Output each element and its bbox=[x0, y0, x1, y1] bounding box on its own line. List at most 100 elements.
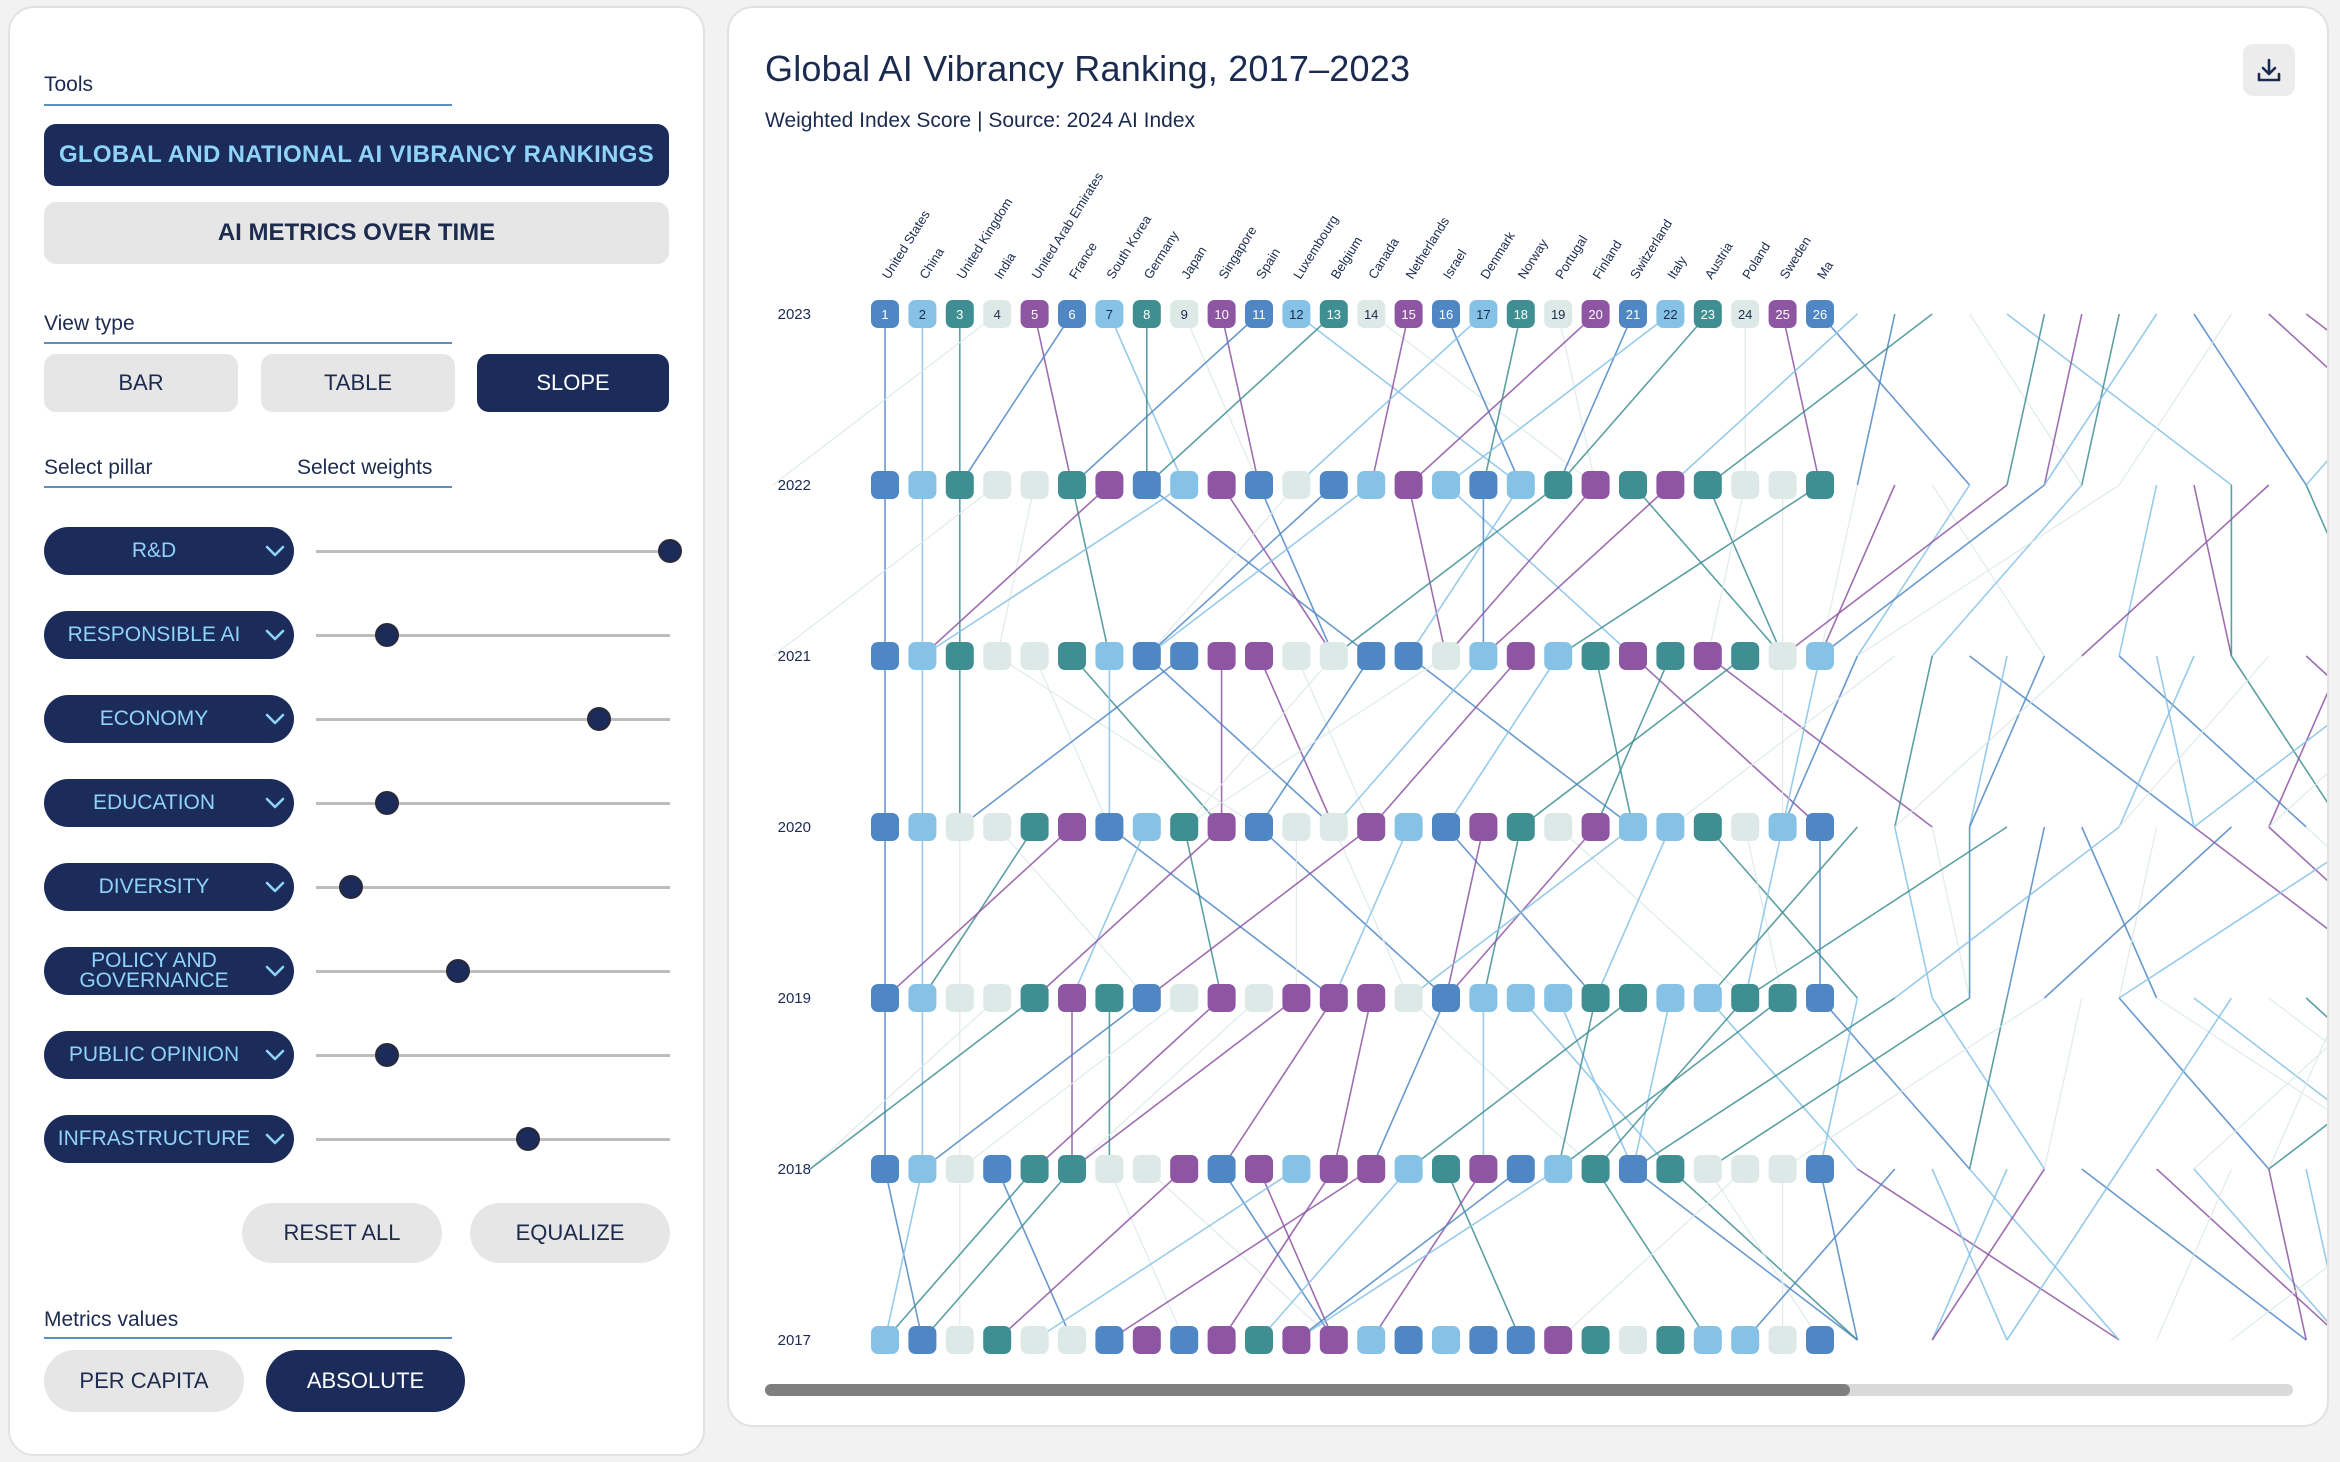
rank-node[interactable] bbox=[871, 471, 899, 499]
rank-node[interactable] bbox=[1207, 1326, 1236, 1354]
rank-node[interactable] bbox=[1806, 471, 1834, 499]
rank-node[interactable] bbox=[1170, 1326, 1199, 1354]
rank-node[interactable] bbox=[1469, 471, 1498, 499]
rank-node[interactable] bbox=[1544, 471, 1573, 499]
rank-node[interactable] bbox=[945, 300, 974, 328]
rank-node[interactable] bbox=[1058, 471, 1086, 499]
rank-node[interactable] bbox=[1506, 813, 1535, 841]
rank-node[interactable] bbox=[945, 813, 974, 841]
rank-node[interactable] bbox=[1619, 471, 1647, 499]
rank-node[interactable] bbox=[1245, 1326, 1273, 1354]
pillar-dropdown[interactable]: PUBLIC OPINION bbox=[44, 1031, 294, 1079]
rank-node[interactable] bbox=[1319, 984, 1348, 1012]
rank-node[interactable] bbox=[871, 300, 899, 328]
rank-node[interactable] bbox=[1357, 813, 1386, 841]
rank-node[interactable] bbox=[1544, 642, 1573, 670]
rank-node[interactable] bbox=[1806, 642, 1834, 670]
rank-node[interactable] bbox=[1432, 300, 1460, 328]
weight-slider-knob[interactable] bbox=[374, 1043, 399, 1067]
rank-node[interactable] bbox=[871, 1326, 899, 1354]
rank-node[interactable] bbox=[1319, 1155, 1348, 1183]
rank-node[interactable] bbox=[1095, 1155, 1124, 1183]
rank-node[interactable] bbox=[1619, 642, 1647, 670]
pillar-dropdown[interactable]: EDUCATION bbox=[44, 779, 294, 827]
rank-node[interactable] bbox=[1693, 642, 1722, 670]
rank-node[interactable] bbox=[1207, 984, 1236, 1012]
rank-node[interactable] bbox=[1095, 1326, 1124, 1354]
rank-node[interactable] bbox=[1581, 300, 1610, 328]
horizontal-scrollbar[interactable] bbox=[765, 1384, 2293, 1396]
rank-node[interactable] bbox=[1170, 984, 1199, 1012]
rank-node[interactable] bbox=[1506, 984, 1535, 1012]
rank-node[interactable] bbox=[871, 642, 899, 670]
rank-node[interactable] bbox=[1170, 642, 1199, 670]
rank-node[interactable] bbox=[1506, 300, 1535, 328]
rank-node[interactable] bbox=[1207, 300, 1236, 328]
rank-node[interactable] bbox=[1020, 300, 1049, 328]
rank-node[interactable] bbox=[1806, 984, 1834, 1012]
rank-node[interactable] bbox=[908, 471, 937, 499]
metrics-over-time-button[interactable]: AI METRICS OVER TIME bbox=[44, 202, 669, 264]
rank-node[interactable] bbox=[1245, 471, 1273, 499]
rank-node[interactable] bbox=[1020, 984, 1049, 1012]
rank-node[interactable] bbox=[1432, 984, 1460, 1012]
rank-node[interactable] bbox=[1506, 1155, 1535, 1183]
weight-slider-track[interactable] bbox=[316, 634, 670, 637]
rank-node[interactable] bbox=[1693, 471, 1722, 499]
rank-node[interactable] bbox=[1357, 1155, 1386, 1183]
view-slope-button[interactable]: SLOPE bbox=[477, 354, 669, 412]
rank-node[interactable] bbox=[1394, 642, 1423, 670]
rank-node[interactable] bbox=[983, 471, 1012, 499]
rank-node[interactable] bbox=[1768, 1326, 1797, 1354]
rank-node[interactable] bbox=[1581, 1326, 1610, 1354]
scrollbar-thumb[interactable] bbox=[765, 1384, 1850, 1396]
rank-node[interactable] bbox=[1132, 1155, 1161, 1183]
rank-node[interactable] bbox=[908, 642, 937, 670]
rank-node[interactable] bbox=[1469, 1326, 1498, 1354]
rank-node[interactable] bbox=[1095, 642, 1124, 670]
rank-node[interactable] bbox=[1282, 300, 1311, 328]
view-table-button[interactable]: TABLE bbox=[261, 354, 455, 412]
rank-node[interactable] bbox=[1581, 984, 1610, 1012]
rank-node[interactable] bbox=[1319, 642, 1348, 670]
rank-node[interactable] bbox=[1469, 1155, 1498, 1183]
rank-node[interactable] bbox=[1282, 471, 1311, 499]
rank-node[interactable] bbox=[983, 642, 1012, 670]
rank-node[interactable] bbox=[1432, 471, 1460, 499]
weight-slider-track[interactable] bbox=[316, 550, 670, 553]
rank-node[interactable] bbox=[983, 813, 1012, 841]
rank-node[interactable] bbox=[1432, 1155, 1460, 1183]
rank-node[interactable] bbox=[945, 984, 974, 1012]
rank-node[interactable] bbox=[1432, 813, 1460, 841]
absolute-button[interactable]: ABSOLUTE bbox=[266, 1350, 465, 1412]
rank-node[interactable] bbox=[1731, 813, 1760, 841]
rank-node[interactable] bbox=[1656, 984, 1685, 1012]
rank-node[interactable] bbox=[1170, 300, 1199, 328]
rank-node[interactable] bbox=[1656, 1155, 1685, 1183]
rank-node[interactable] bbox=[1020, 1155, 1049, 1183]
rank-node[interactable] bbox=[1282, 813, 1311, 841]
rank-node[interactable] bbox=[1058, 300, 1086, 328]
rank-node[interactable] bbox=[1768, 1155, 1797, 1183]
rank-node[interactable] bbox=[1768, 300, 1797, 328]
rank-node[interactable] bbox=[1207, 1155, 1236, 1183]
rank-node[interactable] bbox=[1544, 984, 1573, 1012]
rankings-tool-button[interactable]: GLOBAL AND NATIONAL AI VIBRANCY RANKINGS bbox=[44, 124, 669, 186]
rank-node[interactable] bbox=[1656, 1326, 1685, 1354]
rank-node[interactable] bbox=[908, 1155, 937, 1183]
rank-node[interactable] bbox=[908, 1326, 937, 1354]
rank-node[interactable] bbox=[1020, 1326, 1049, 1354]
rank-node[interactable] bbox=[1207, 813, 1236, 841]
per-capita-button[interactable]: PER CAPITA bbox=[44, 1350, 244, 1412]
rank-node[interactable] bbox=[1731, 1155, 1760, 1183]
rank-node[interactable] bbox=[1768, 642, 1797, 670]
rank-node[interactable] bbox=[1319, 1326, 1348, 1354]
weight-slider-knob[interactable] bbox=[587, 707, 612, 731]
pillar-dropdown[interactable]: POLICY AND GOVERNANCE bbox=[44, 947, 294, 995]
rank-node[interactable] bbox=[1469, 984, 1498, 1012]
rank-node[interactable] bbox=[1394, 1155, 1423, 1183]
rank-node[interactable] bbox=[1619, 1326, 1647, 1354]
rank-node[interactable] bbox=[1282, 1326, 1311, 1354]
rank-node[interactable] bbox=[1357, 300, 1386, 328]
rank-node[interactable] bbox=[1394, 1326, 1423, 1354]
